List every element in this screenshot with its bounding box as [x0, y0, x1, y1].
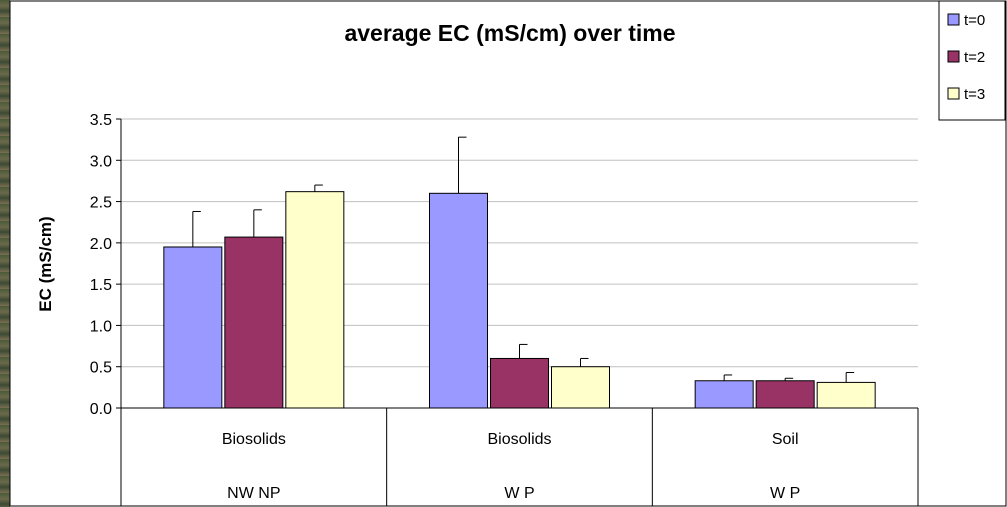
y-tick-label: 0.5: [90, 360, 112, 377]
legend: t=0 t=2 t=3: [938, 0, 1006, 121]
y-tick-label: 3.0: [90, 153, 112, 170]
axes: 0.0 0.5 1.0 1.5 2.0 2.5 3.0 3.5 Biosolids NW NP Bi…: [90, 112, 919, 506]
bar: [816, 381, 876, 409]
category-label: Soil: [772, 431, 799, 448]
error-bars: [192, 136, 855, 383]
category-label: Biosolids: [222, 431, 286, 448]
legend-swatch: [947, 87, 960, 100]
bar: [755, 380, 815, 409]
bars: [163, 191, 876, 409]
category-sublabel: NW NP: [227, 485, 280, 502]
bar: [285, 191, 345, 409]
category-label: Biosolids: [487, 431, 551, 448]
y-tick-label: 1.0: [90, 318, 112, 335]
bar: [490, 357, 549, 409]
bar: [551, 366, 610, 409]
y-tick-label: 2.0: [90, 236, 112, 253]
legend-swatch: [947, 13, 960, 26]
bar: [694, 380, 754, 409]
legend-label: t=2: [964, 49, 985, 66]
y-axis-label: EC (mS/cm): [36, 216, 55, 311]
category-sublabel: W P: [770, 485, 800, 502]
bar: [224, 236, 284, 409]
legend-label: t=3: [964, 86, 985, 103]
background-photo-strip: [0, 0, 10, 507]
bar: [429, 192, 488, 409]
chart-title: average EC (mS/cm) over time: [344, 20, 675, 46]
y-tick-label: 1.5: [90, 277, 112, 294]
y-tick-label: 2.5: [90, 195, 112, 212]
y-tick-label: 0.0: [90, 401, 112, 418]
y-tick-label: 3.5: [90, 112, 112, 129]
legend-label: t=0: [964, 12, 985, 29]
legend-swatch: [947, 50, 960, 63]
bar: [163, 246, 223, 409]
category-sublabel: W P: [504, 485, 534, 502]
